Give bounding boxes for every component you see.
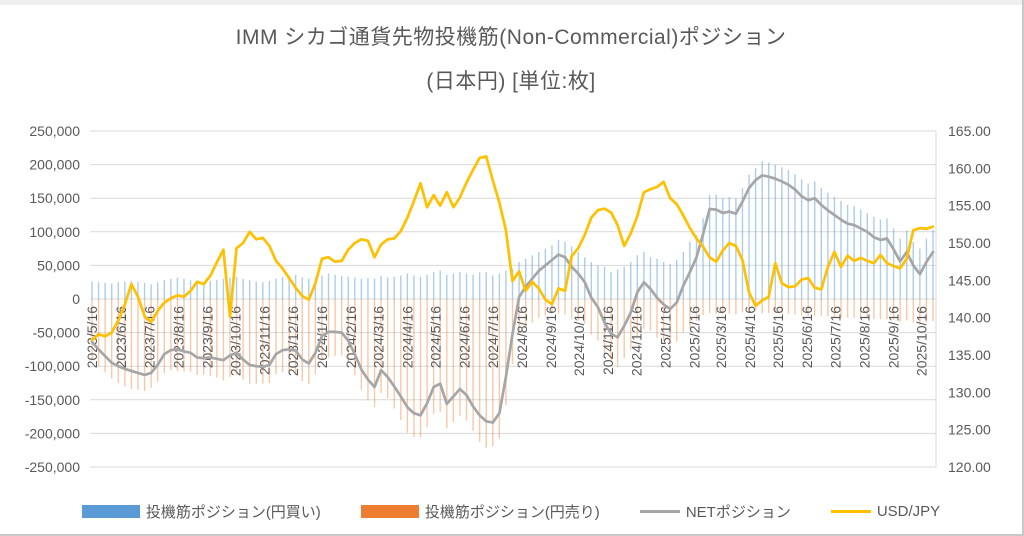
x-axis-label: 2024/7/16 — [485, 306, 501, 368]
legend-line-swatch — [639, 510, 680, 513]
right-axis-tick-label: 165.00 — [948, 123, 991, 139]
left-axis-tick-label: 250,000 — [29, 123, 80, 139]
usdjpy-polyline — [90, 155, 935, 342]
short-position-bars — [91, 299, 934, 449]
left-axis-tick-label: -200,000 — [25, 425, 80, 441]
x-axis-label: 2025/6/16 — [799, 306, 815, 368]
x-axis-label: 2023/8/16 — [170, 306, 186, 368]
legend-item: 投機筋ポジション(円買い) — [81, 501, 321, 522]
right-axis-tick-label: 120.00 — [948, 459, 991, 475]
x-axis-label: 2025/9/16 — [886, 306, 902, 368]
legend: 投機筋ポジション(円買い) 投機筋ポジション(円売り) NETポジション USD/JP… — [0, 501, 1022, 522]
x-axis-label: 2025/10/16 — [914, 306, 930, 376]
legend-item: NETポジション — [639, 501, 791, 522]
right-axis-tick-label: 150.00 — [948, 235, 991, 251]
chart-title-line1: IMM シカゴ通貨先物投機筋(Non-Commercial)ポジション — [235, 26, 787, 49]
x-axis-label: 2023/11/16 — [257, 306, 273, 375]
x-axis-label: 2023/9/16 — [199, 306, 215, 368]
legend-label: NETポジション — [685, 504, 791, 521]
x-axis-label: 2023/10/16 — [228, 306, 244, 376]
x-axis-label: 2023/12/16 — [285, 306, 301, 376]
chart-title-line2: (日本円) [単位:枚] — [426, 70, 596, 93]
x-axis-label: 2025/5/16 — [770, 306, 786, 368]
x-axis-label: 2025/1/16 — [657, 306, 673, 368]
x-axis-label: 2025/7/16 — [827, 306, 843, 368]
left-axis-labels: 250,000 200,000 150,000 100,000 50,000 0 -50,0… — [25, 123, 80, 475]
legend-label: USD/JPY — [876, 503, 941, 520]
left-axis-tick-label: -100,000 — [25, 358, 80, 374]
left-axis-tick-label: 50,000 — [37, 257, 80, 273]
right-axis-tick-label: 130.00 — [948, 384, 991, 400]
x-axis-label: 2023/5/16 — [84, 306, 100, 368]
right-axis-labels: 165.00 160.00 155.00 150.00 145.00 140.00 135.… — [948, 123, 991, 475]
x-axis-label: 2025/4/16 — [742, 306, 758, 368]
left-axis-tick-label: -250,000 — [25, 459, 80, 475]
left-axis-tick-label: -150,000 — [25, 392, 80, 408]
right-axis-tick-label: 155.00 — [948, 198, 991, 214]
x-axis-label: 2024/8/16 — [514, 306, 530, 368]
left-axis-tick-label: 100,000 — [29, 224, 80, 240]
x-axis-label: 2024/12/16 — [628, 306, 644, 376]
legend-label: 投機筋ポジション(円売り) — [424, 504, 600, 521]
right-axis-tick-label: 135.00 — [948, 347, 991, 363]
legend-item: USD/JPY — [830, 503, 941, 520]
legend-item: 投機筋ポジション(円売り) — [360, 501, 600, 522]
x-axis-label: 2024/5/16 — [428, 306, 444, 368]
right-axis-tick-label: 160.00 — [948, 160, 991, 176]
left-axis-tick-label: 150,000 — [29, 190, 80, 206]
right-axis-tick-label: 145.00 — [948, 272, 991, 288]
x-axis-label: 2024/6/16 — [457, 306, 473, 368]
net-position-polyline — [90, 174, 935, 424]
legend-line-swatch — [830, 510, 871, 513]
x-axis-label: 2024/4/16 — [399, 306, 415, 368]
x-axis-label: 2025/3/16 — [713, 306, 729, 368]
x-axis-label: 2024/10/16 — [571, 306, 587, 376]
right-axis-tick-label: 125.00 — [948, 422, 991, 438]
legend-bar-swatch — [81, 505, 140, 518]
chart-title: IMM シカゴ通貨先物投機筋(Non-Commercial)ポジション (日本円… — [0, 16, 1022, 104]
left-axis-tick-label: -50,000 — [33, 325, 81, 341]
x-axis-labels: 2023/5/16 2023/6/16 2023/7/16 2023/8/16 2023… — [84, 306, 930, 376]
x-axis-label: 2025/8/16 — [856, 306, 872, 368]
left-axis-tick-label: 200,000 — [29, 157, 80, 173]
left-axis-tick-label: 0 — [72, 291, 80, 307]
x-axis-label: 2025/2/16 — [687, 306, 703, 368]
right-axis-tick-label: 140.00 — [948, 310, 991, 326]
usdjpy-line — [90, 155, 935, 342]
window-top-strip — [0, 0, 1022, 5]
x-axis-label: 2024/9/16 — [543, 306, 559, 368]
x-axis-label: 2024/3/16 — [370, 306, 386, 368]
x-axis-label: 2023/7/16 — [141, 306, 157, 368]
legend-bar-swatch — [360, 505, 419, 518]
net-position-line — [90, 174, 935, 424]
legend-label: 投機筋ポジション(円買い) — [145, 504, 321, 521]
